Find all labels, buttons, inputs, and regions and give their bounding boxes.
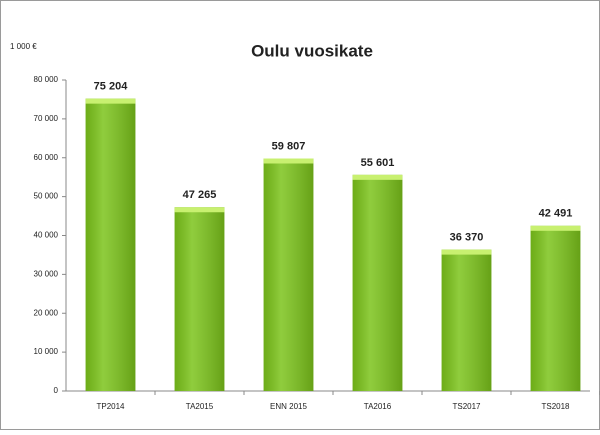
bar-shade (441, 249, 492, 391)
y-tick-label: 30 000 (34, 269, 59, 278)
x-tick-label: TS2018 (541, 402, 570, 411)
y-tick-label: 80 000 (34, 75, 59, 84)
bar-top (441, 249, 492, 255)
x-tick-label: TS2017 (452, 402, 481, 411)
bar-shade (352, 174, 403, 391)
bar-shade (530, 225, 581, 391)
value-label: 59 807 (272, 140, 306, 152)
bar-top (530, 225, 581, 231)
value-label: 75 204 (94, 81, 129, 93)
y-tick-label: 50 000 (34, 192, 59, 201)
value-label: 55 601 (361, 157, 395, 169)
x-tick-label: TP2014 (96, 402, 125, 411)
x-tick-label: TA2015 (186, 402, 214, 411)
chart-title: Oulu vuosikate (251, 41, 373, 60)
value-label: 42 491 (539, 208, 573, 220)
value-label: 47 265 (183, 189, 217, 201)
x-tick-label: ENN 2015 (270, 402, 307, 411)
bar-top (85, 98, 136, 104)
y-tick-label: 0 (54, 386, 59, 395)
y-tick-label: 60 000 (34, 153, 59, 162)
bar-top (174, 207, 225, 213)
bar-shade (85, 98, 136, 392)
bar-top (352, 174, 403, 180)
x-tick-label: TA2016 (364, 402, 392, 411)
y-tick-label: 40 000 (34, 231, 59, 240)
bar-shade (174, 207, 225, 391)
y-axis-label: 1 000 € (10, 42, 37, 51)
bar-shade (263, 158, 314, 391)
y-tick-label: 10 000 (34, 347, 59, 356)
y-tick-label: 20 000 (34, 308, 59, 317)
value-label: 36 370 (450, 232, 484, 244)
y-tick-label: 70 000 (34, 114, 59, 123)
bar-top (263, 158, 314, 164)
